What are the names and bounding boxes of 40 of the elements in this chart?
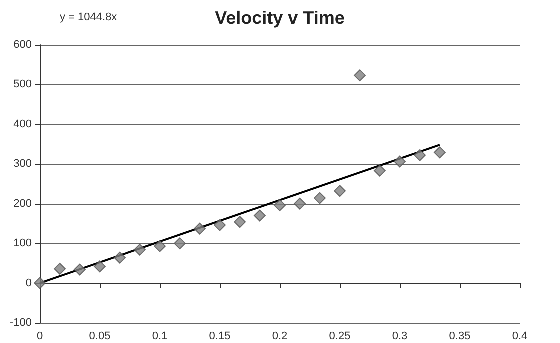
y-tick-label: 200 <box>14 198 32 210</box>
x-tick-label: 0.35 <box>449 330 471 342</box>
point <box>114 252 126 264</box>
point <box>234 216 246 228</box>
point <box>54 262 66 275</box>
y-tick-label: 600 <box>14 39 32 51</box>
text: y = 1044.8x <box>60 12 118 24</box>
point <box>414 149 426 162</box>
y-tick-label: 400 <box>14 118 32 130</box>
y-tick-label: 300 <box>14 158 32 170</box>
x-tick-label: 0.2 <box>272 330 288 342</box>
point <box>154 240 166 252</box>
point <box>34 277 46 290</box>
y-tick-label: 0 <box>26 277 32 290</box>
point <box>294 198 306 210</box>
y-tick-label: 500 <box>14 78 32 91</box>
y-tick-label: 100 <box>14 238 32 250</box>
point <box>274 199 286 212</box>
x-tick-label: 0.3 <box>392 330 408 342</box>
point <box>134 244 146 256</box>
point <box>94 260 106 273</box>
x-tick-label: 0.1 <box>152 330 168 342</box>
x-tick-label: 0.25 <box>329 330 351 342</box>
point <box>354 70 366 82</box>
point <box>394 156 406 168</box>
chart-title: Velocity v Time <box>215 8 345 28</box>
point <box>174 238 186 250</box>
x-tick-label: 0.15 <box>209 330 231 342</box>
x-tick-label: 0.05 <box>89 330 111 342</box>
point <box>194 222 206 235</box>
y-tick-label: -100 <box>10 317 32 329</box>
point <box>374 164 386 177</box>
point <box>214 219 226 232</box>
point <box>434 146 446 159</box>
point <box>254 210 266 222</box>
x-tick-label: 0 <box>36 330 44 342</box>
x-tick-label: 0.4 <box>512 330 528 342</box>
point <box>334 185 346 198</box>
point <box>74 264 86 276</box>
point <box>314 192 326 204</box>
